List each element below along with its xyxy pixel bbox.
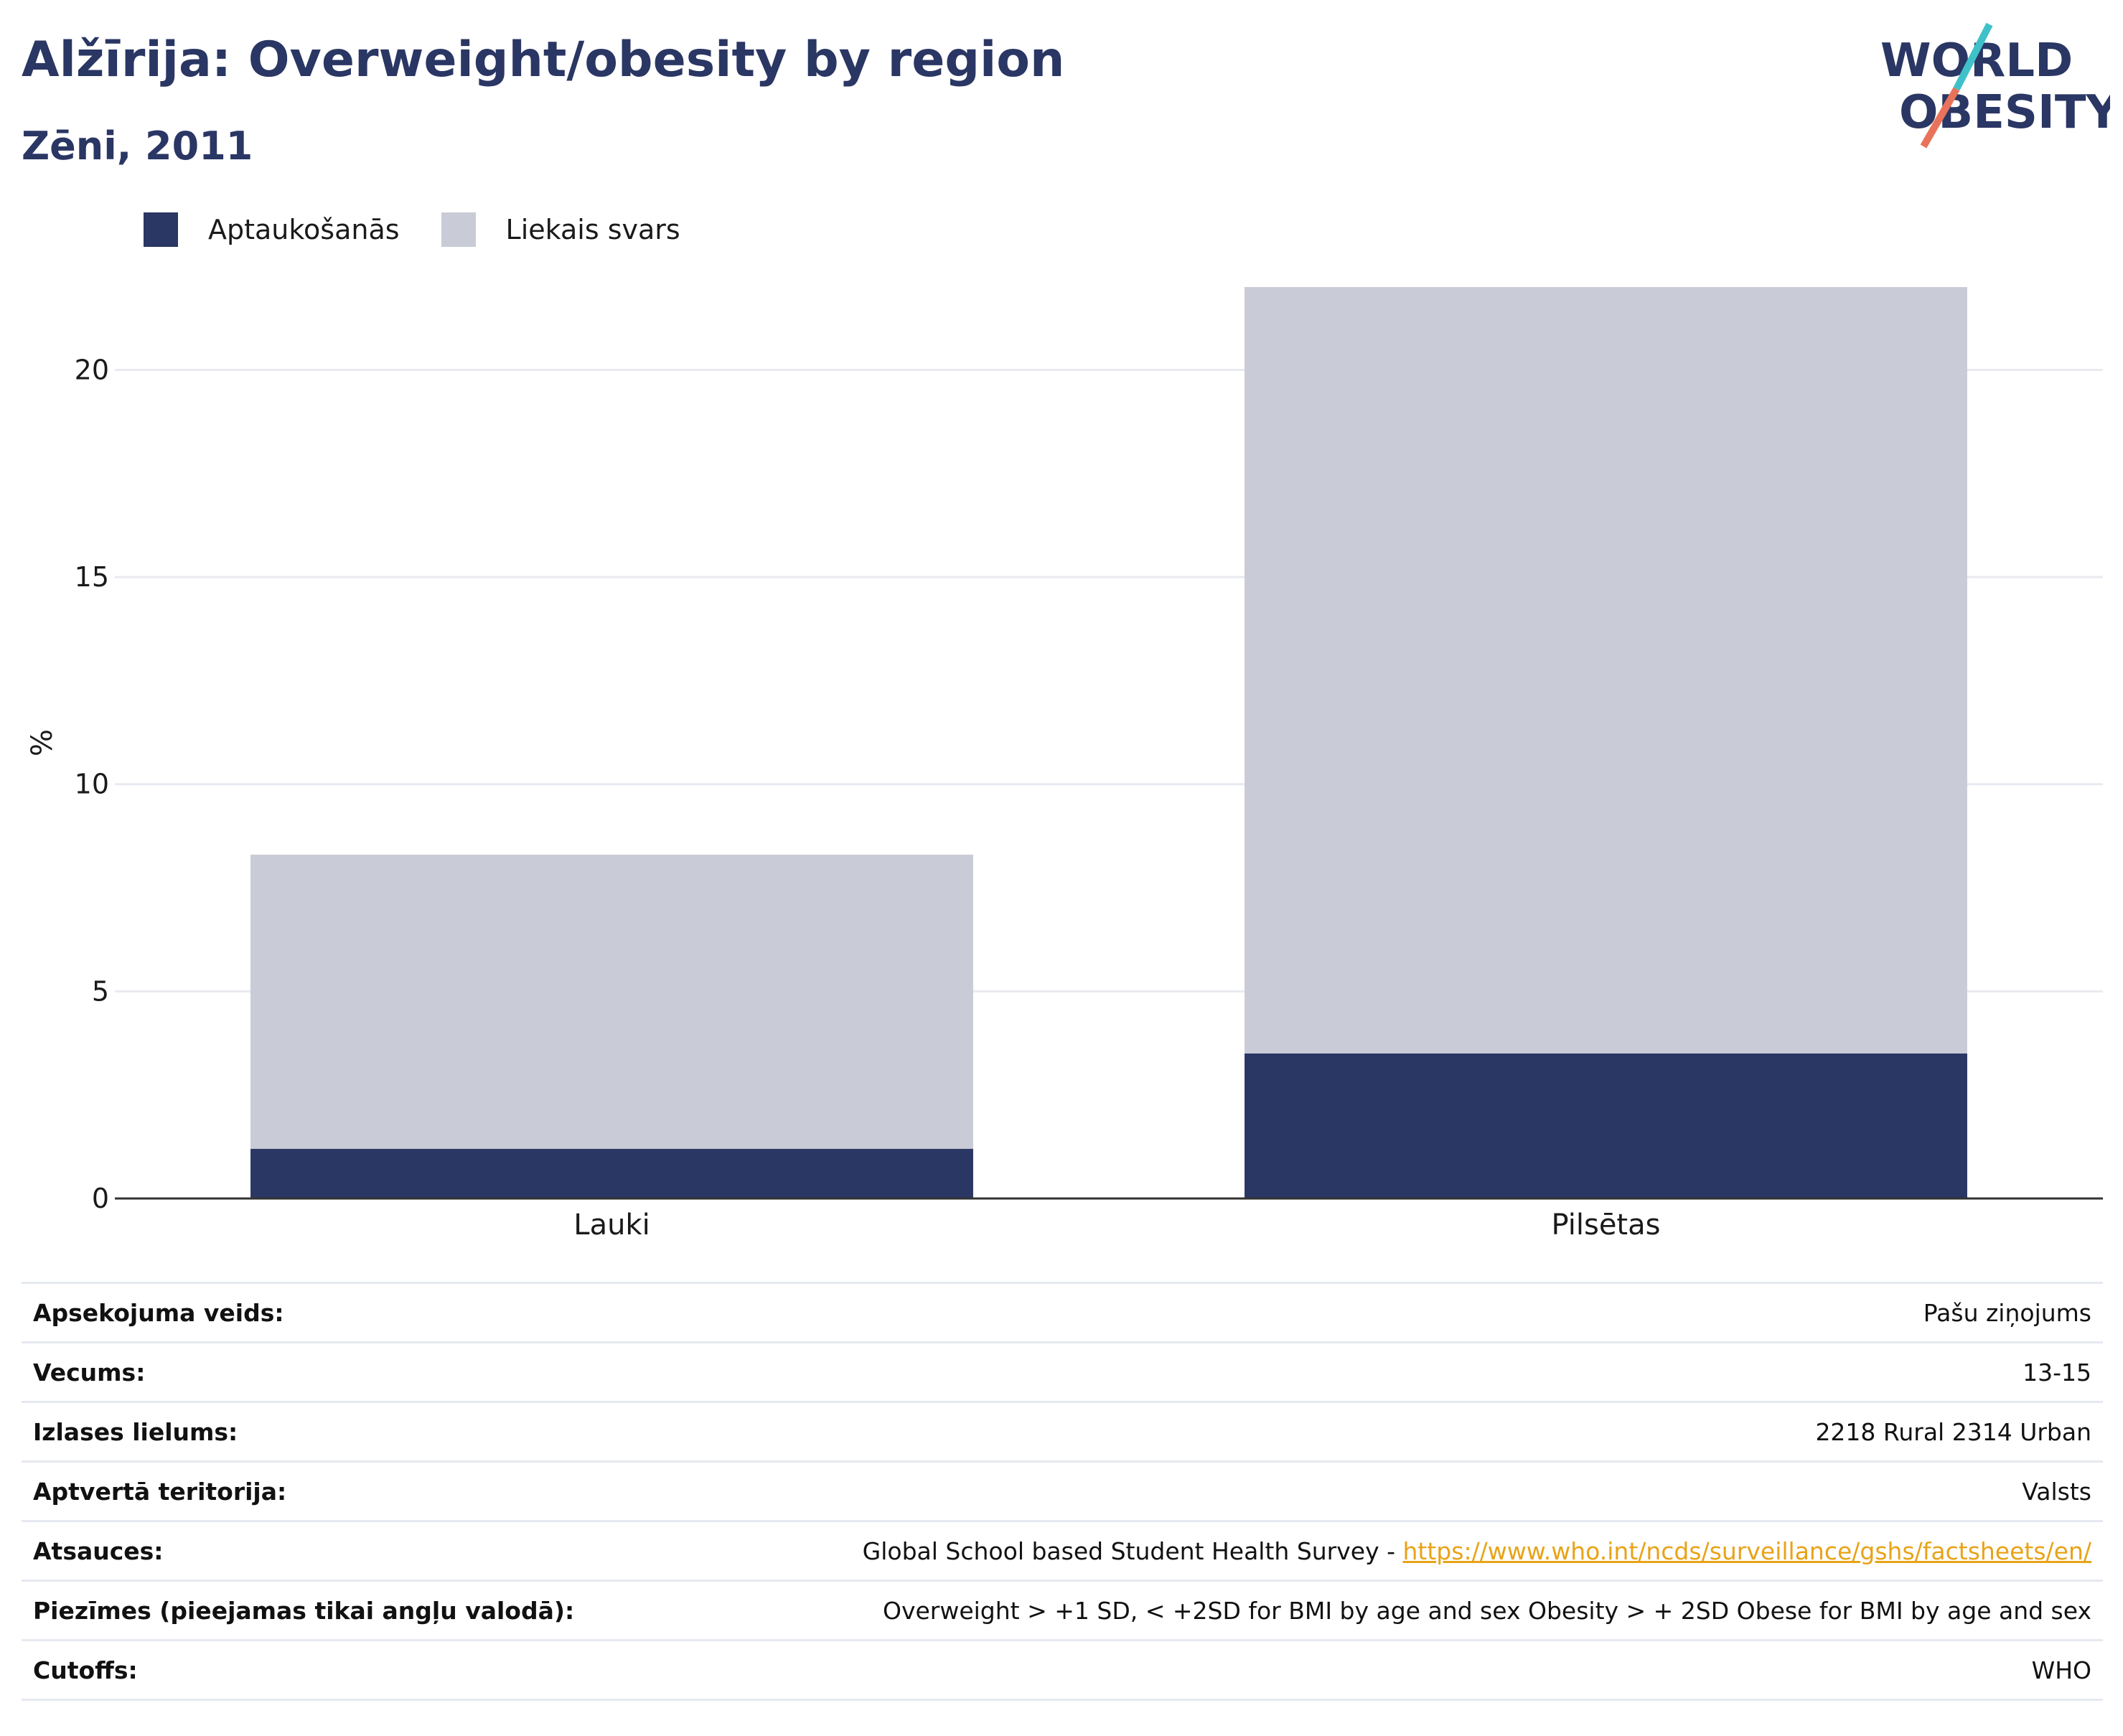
info-value: 2218 Rural 2314 Urban [1815, 1417, 2091, 1446]
bar-obesity [250, 1148, 973, 1198]
x-tick-labels: Lauki Pilsētas [573, 1209, 1660, 1242]
info-row-notes: Piezīmes (pieejamas tikai angļu valodā):… [22, 1582, 2103, 1641]
reference-link[interactable]: https://www.who.int/ncds/surveillance/gs… [1402, 1536, 2091, 1565]
x-tick-label: Pilsētas [1552, 1209, 1661, 1242]
info-row-survey-type: Apsekojuma veids: Pašu ziņojums [22, 1284, 2103, 1343]
info-key: Cutoffs: [33, 1656, 138, 1684]
survey-info-table: Apsekojuma veids: Pašu ziņojums Vecums: … [22, 1282, 2103, 1701]
bars [250, 287, 1967, 1198]
legend-item-overweight[interactable]: Liekais svars [441, 212, 680, 247]
info-row-age: Vecums: 13-15 [22, 1343, 2103, 1403]
info-row-references: Atsauces: Global School based Student He… [22, 1522, 2103, 1582]
legend-item-obesity[interactable]: Aptaukošanās [144, 212, 400, 247]
chart-legend: Aptaukošanās Liekais svars [144, 212, 722, 247]
legend-label-obesity: Aptaukošanās [208, 214, 400, 245]
y-tick-label: 20 [75, 354, 109, 385]
y-tick-label: 5 [92, 975, 109, 1007]
info-value: 13-15 [2023, 1358, 2091, 1387]
bar-overweight [1245, 287, 1967, 1054]
chart-title: Alžīrija: Overweight/obesity by region [22, 32, 1065, 88]
bar-obesity [1245, 1053, 1967, 1198]
y-tick-label: 15 [75, 561, 109, 593]
info-key: Atsauces: [33, 1536, 164, 1565]
reference-text: Global School based Student Health Surve… [862, 1536, 1403, 1565]
info-value: Valsts [2022, 1477, 2091, 1506]
y-axis-label: % [26, 729, 59, 756]
info-key: Izlases lielums: [33, 1417, 238, 1446]
info-key: Vecums: [33, 1358, 146, 1387]
bar-overweight [250, 854, 973, 1149]
info-row-sample-size: Izlases lielums: 2218 Rural 2314 Urban [22, 1403, 2103, 1463]
info-key: Piezīmes (pieejamas tikai angļu valodā): [33, 1596, 575, 1625]
legend-label-overweight: Liekais svars [505, 214, 680, 245]
info-value: Global School based Student Health Surve… [863, 1537, 2091, 1565]
info-key: Apsekojuma veids: [33, 1298, 284, 1327]
y-tick-label: 0 [92, 1183, 109, 1214]
info-key: Aptvertā teritorija: [33, 1477, 287, 1506]
legend-swatch-obesity [144, 212, 178, 247]
world-obesity-logo: WORLD OBESITY [1880, 22, 2110, 149]
info-value: Overweight > +1 SD, < +2SD for BMI by ag… [882, 1596, 2091, 1625]
legend-swatch-overweight [441, 212, 476, 247]
info-row-cutoffs: Cutoffs: WHO [22, 1641, 2103, 1701]
y-tick-label: 10 [75, 769, 109, 800]
info-value: Pašu ziņojums [1923, 1298, 2091, 1327]
x-tick-label: Lauki [573, 1209, 650, 1242]
bar-chart: 0 5 10 15 20 Lauki Pilsētas % [26, 287, 2103, 1242]
logo-slash-coral [1920, 87, 1960, 149]
logo-slash-teal [1953, 22, 1993, 91]
info-row-area-covered: Aptvertā teritorija: Valsts [22, 1463, 2103, 1522]
chart-subtitle: Zēni, 2011 [22, 123, 253, 169]
y-tick-labels: 0 5 10 15 20 [75, 354, 109, 1214]
info-value: WHO [2031, 1656, 2091, 1684]
